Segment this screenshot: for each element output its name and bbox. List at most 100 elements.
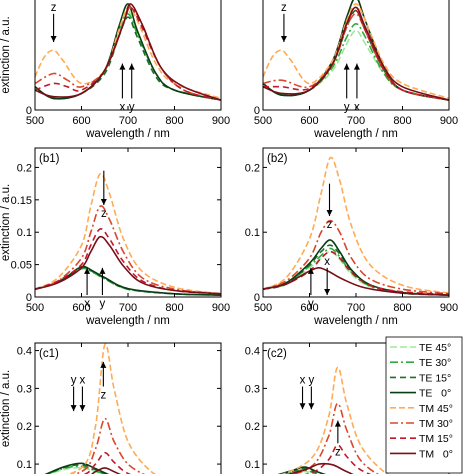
annotation-arrowhead	[50, 36, 57, 43]
annotation-label: y	[308, 298, 314, 310]
annotation-label: y	[100, 298, 106, 310]
series-line	[263, 244, 449, 296]
legend-label: TM 15°	[419, 433, 453, 445]
series-line	[263, 239, 449, 296]
x-tick-label: 500	[254, 115, 272, 127]
y-tick-label: 0.3	[17, 383, 32, 395]
series-line	[280, 366, 390, 474]
y-axis-label: extinction / a.u.	[0, 184, 12, 261]
x-tick-label: 800	[393, 302, 411, 314]
series-line	[263, 23, 449, 101]
x-tick-label: 500	[26, 115, 44, 127]
panel-b2: 500 600 700 800 900 wavelength / nm 0 0.1 0.2 (b2…	[245, 147, 458, 327]
x-tick-label: 700	[119, 115, 137, 127]
y-tick-label: 0.2	[17, 421, 32, 433]
series-line	[35, 265, 221, 296]
annotation-arrowhead	[79, 405, 86, 412]
x-tick-label: 600	[300, 115, 318, 127]
series-line	[263, 219, 449, 295]
annotation-label: z	[100, 390, 106, 402]
annotation-arrowhead	[324, 289, 331, 296]
panel-c1: 0.4 0.3 0.2 0.1 extinction / a.u. (c1) z y x	[0, 342, 222, 474]
y-tick-label: 0.15	[11, 195, 32, 207]
x-tick-label: 800	[393, 115, 411, 127]
series-line	[35, 205, 221, 295]
series-line	[263, 13, 449, 101]
panel-a1: 500 600 700 800 900 wavelength / nm 0 extinctio…	[0, 0, 230, 140]
y-tick-label: 0.2	[17, 162, 32, 174]
series-line	[35, 13, 221, 101]
annotation-arrowhead	[326, 210, 333, 217]
y-tick-label: 0.2	[245, 421, 260, 433]
annotation-label: y	[129, 101, 135, 113]
series-line	[263, 29, 449, 101]
y-axis-label: extinction / a.u.	[0, 16, 12, 93]
series-line	[35, 172, 221, 295]
annotation-arrowhead	[128, 63, 135, 70]
x-axis-label: wavelength / nm	[85, 128, 170, 140]
legend-label: TM 30°	[419, 418, 453, 430]
series-group	[263, 0, 449, 101]
x-tick-label: 600	[72, 302, 90, 314]
annotation-arrowhead	[100, 361, 107, 368]
x-axis-label: wavelength / nm	[313, 128, 398, 140]
series-line	[263, 0, 449, 101]
y-tick-label: 0	[26, 105, 32, 117]
x-tick-label: 600	[72, 115, 90, 127]
annotation-arrowhead	[99, 267, 106, 274]
annotation-label: z	[101, 208, 107, 220]
series-line	[263, 247, 449, 296]
y-tick-label: 0.1	[245, 227, 260, 239]
x-tick-label: 900	[440, 115, 458, 127]
legend-label: TE 15°	[419, 372, 451, 384]
series-line	[35, 16, 221, 101]
y-tick-label: 0.4	[17, 346, 32, 358]
series-line	[35, 6, 221, 101]
legend-label: TM 0°	[419, 448, 453, 460]
panel-a2: 500 600 700 800 900 wavelength / nm 0 z y x	[254, 0, 458, 140]
panel-label: (b2)	[267, 153, 288, 165]
x-tick-label: 500	[254, 302, 272, 314]
annotation-label: x	[80, 375, 86, 387]
y-tick-label: 0.2	[245, 162, 260, 174]
series-line	[66, 343, 157, 474]
y-tick-label: 0.1	[17, 459, 32, 471]
legend-label: TE 30°	[419, 357, 451, 369]
y-tick-label: 0.4	[245, 346, 260, 358]
series-line	[35, 235, 221, 295]
y-tick-label: 0	[26, 292, 32, 304]
series-line	[90, 467, 122, 474]
y-tick-label: 0.1	[245, 459, 260, 471]
series-line	[263, 6, 449, 101]
series-line	[83, 451, 132, 474]
series-line	[263, 250, 449, 296]
x-tick-label: 700	[119, 302, 137, 314]
series-line	[263, 250, 449, 296]
series-line	[291, 402, 380, 474]
annotation-arrowhead	[100, 199, 107, 206]
annotation-arrowhead	[280, 36, 287, 43]
annotation-arrowhead	[299, 403, 306, 410]
panel-label: (c1)	[39, 348, 59, 360]
series-line	[35, 3, 221, 101]
x-tick-label: 900	[212, 302, 230, 314]
legend: TE 45° TE 30° TE 15° TE 0° TM 45° TM 30° TM 15…	[385, 336, 463, 474]
legend-label: TM 45°	[419, 403, 453, 415]
series-line	[35, 3, 221, 101]
y-tick-label: 0.1	[17, 227, 32, 239]
annotation-label: z	[281, 2, 287, 14]
plot-frame	[34, 147, 222, 298]
annotation-label: x	[324, 256, 330, 268]
x-tick-label: 500	[26, 302, 44, 314]
annotation-label: z	[51, 2, 57, 14]
legend-label: TE 45°	[419, 342, 451, 354]
y-tick-label: 0.05	[11, 260, 32, 272]
x-axis-label: wavelength / nm	[313, 315, 398, 327]
series-line	[35, 9, 221, 101]
series-line	[304, 444, 372, 474]
panel-label: (b1)	[39, 153, 60, 165]
series-line	[35, 6, 221, 101]
y-tick-label: 0	[254, 105, 260, 117]
annotation-arrowhead	[343, 63, 350, 70]
